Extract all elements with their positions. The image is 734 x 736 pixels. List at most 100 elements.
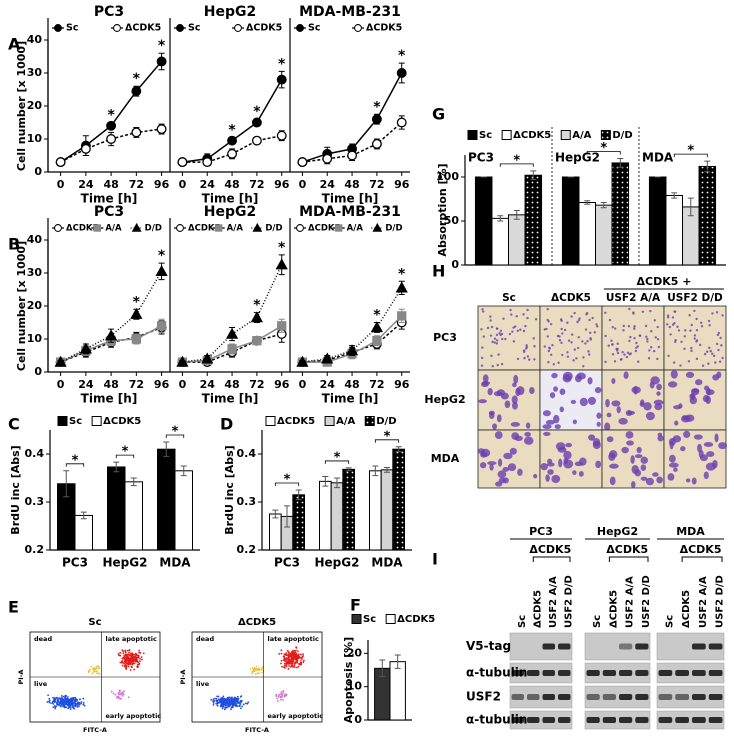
significance-mark: * bbox=[107, 108, 115, 124]
significance-mark: * bbox=[278, 240, 286, 256]
cell bbox=[572, 359, 575, 362]
blot-band bbox=[527, 694, 540, 700]
significance-mark: * bbox=[687, 144, 694, 159]
flow-event bbox=[52, 696, 54, 699]
flow-y-label: PI-A bbox=[17, 670, 25, 685]
cell bbox=[570, 333, 574, 336]
flow-event bbox=[124, 651, 127, 654]
cell bbox=[627, 410, 636, 415]
micrograph bbox=[477, 305, 541, 371]
group-header: ΔCDK5 + bbox=[637, 275, 692, 288]
flow-event bbox=[114, 693, 117, 696]
cell bbox=[510, 422, 521, 427]
cell bbox=[716, 333, 720, 337]
cell bbox=[668, 437, 676, 446]
flow-event bbox=[123, 690, 125, 693]
lane-label: ΔCDK5 bbox=[532, 590, 543, 628]
significance-mark: * bbox=[172, 425, 179, 440]
blot-row-label: V5-tag bbox=[466, 639, 511, 653]
flow-event bbox=[72, 706, 75, 709]
cell bbox=[609, 463, 619, 469]
blot-band bbox=[542, 670, 555, 676]
cell bbox=[656, 325, 659, 329]
cell bbox=[611, 400, 621, 407]
cell bbox=[526, 316, 529, 320]
cell bbox=[596, 412, 602, 419]
x-tick-label: 0 bbox=[57, 378, 65, 391]
cell bbox=[516, 386, 525, 396]
cell bbox=[656, 337, 660, 341]
cell bbox=[509, 447, 517, 455]
blot-strip bbox=[584, 685, 651, 709]
flow-event bbox=[249, 668, 252, 670]
cell bbox=[690, 349, 693, 353]
cell bbox=[714, 361, 717, 364]
cell bbox=[557, 361, 560, 364]
quadrant-label: late apoptotic bbox=[268, 635, 319, 643]
flow-event bbox=[129, 657, 132, 660]
bar bbox=[595, 204, 613, 266]
legend-label: Sc bbox=[69, 416, 82, 427]
flow-event bbox=[74, 696, 77, 699]
flow-event bbox=[56, 702, 58, 705]
cell bbox=[543, 345, 547, 348]
blot-band bbox=[692, 717, 706, 723]
flow-event bbox=[64, 694, 67, 697]
cell bbox=[654, 336, 657, 339]
category-label: PC3 bbox=[274, 556, 300, 570]
marker bbox=[201, 352, 214, 364]
flow-event bbox=[72, 705, 74, 708]
cell bbox=[685, 371, 695, 379]
cell bbox=[691, 477, 697, 485]
cell bbox=[621, 350, 624, 354]
blot-band bbox=[635, 717, 649, 723]
flow-event bbox=[285, 665, 288, 668]
x-axis-label: Time [h] bbox=[322, 392, 379, 406]
flow-event bbox=[58, 697, 60, 699]
flow-event bbox=[280, 659, 283, 662]
cell bbox=[685, 478, 691, 483]
cell bbox=[558, 338, 562, 342]
flow-event bbox=[123, 658, 126, 661]
cell bbox=[576, 372, 586, 380]
error-bar bbox=[384, 466, 390, 473]
significance-mark: * bbox=[284, 473, 291, 488]
error-bar bbox=[379, 659, 386, 678]
x-tick-label: 72 bbox=[249, 378, 264, 391]
flow-event bbox=[231, 698, 234, 701]
cell bbox=[643, 402, 652, 411]
cell bbox=[491, 340, 494, 344]
cell bbox=[650, 329, 653, 333]
flow-event bbox=[124, 654, 126, 657]
flow-event bbox=[256, 669, 259, 672]
marker bbox=[156, 124, 167, 135]
flow-event bbox=[61, 701, 64, 703]
marker bbox=[276, 130, 287, 141]
marker bbox=[371, 138, 382, 149]
marker bbox=[177, 157, 188, 168]
blot-band bbox=[619, 717, 633, 723]
quadrant-label: dead bbox=[196, 635, 214, 643]
cell bbox=[717, 348, 720, 352]
y-tick-label: 0.4 bbox=[237, 447, 257, 460]
flow-event bbox=[212, 698, 215, 701]
error-bar bbox=[617, 158, 624, 168]
flow-y-label: PI-A bbox=[179, 670, 187, 685]
cell bbox=[667, 354, 670, 358]
marker bbox=[322, 153, 333, 164]
flow-event bbox=[291, 657, 294, 660]
flow-event bbox=[299, 663, 301, 666]
cell bbox=[543, 328, 547, 331]
flow-event bbox=[60, 695, 63, 697]
flow-event bbox=[292, 665, 294, 668]
flow-event bbox=[128, 651, 131, 654]
flow-event bbox=[82, 701, 85, 704]
flow-event bbox=[285, 657, 288, 659]
quadrant-label: live bbox=[196, 680, 210, 688]
row-label: MDA bbox=[431, 452, 460, 465]
cell bbox=[547, 320, 550, 323]
flow-event bbox=[123, 662, 126, 665]
cell bbox=[709, 349, 712, 353]
bar bbox=[380, 469, 394, 551]
flow-event bbox=[299, 660, 302, 662]
